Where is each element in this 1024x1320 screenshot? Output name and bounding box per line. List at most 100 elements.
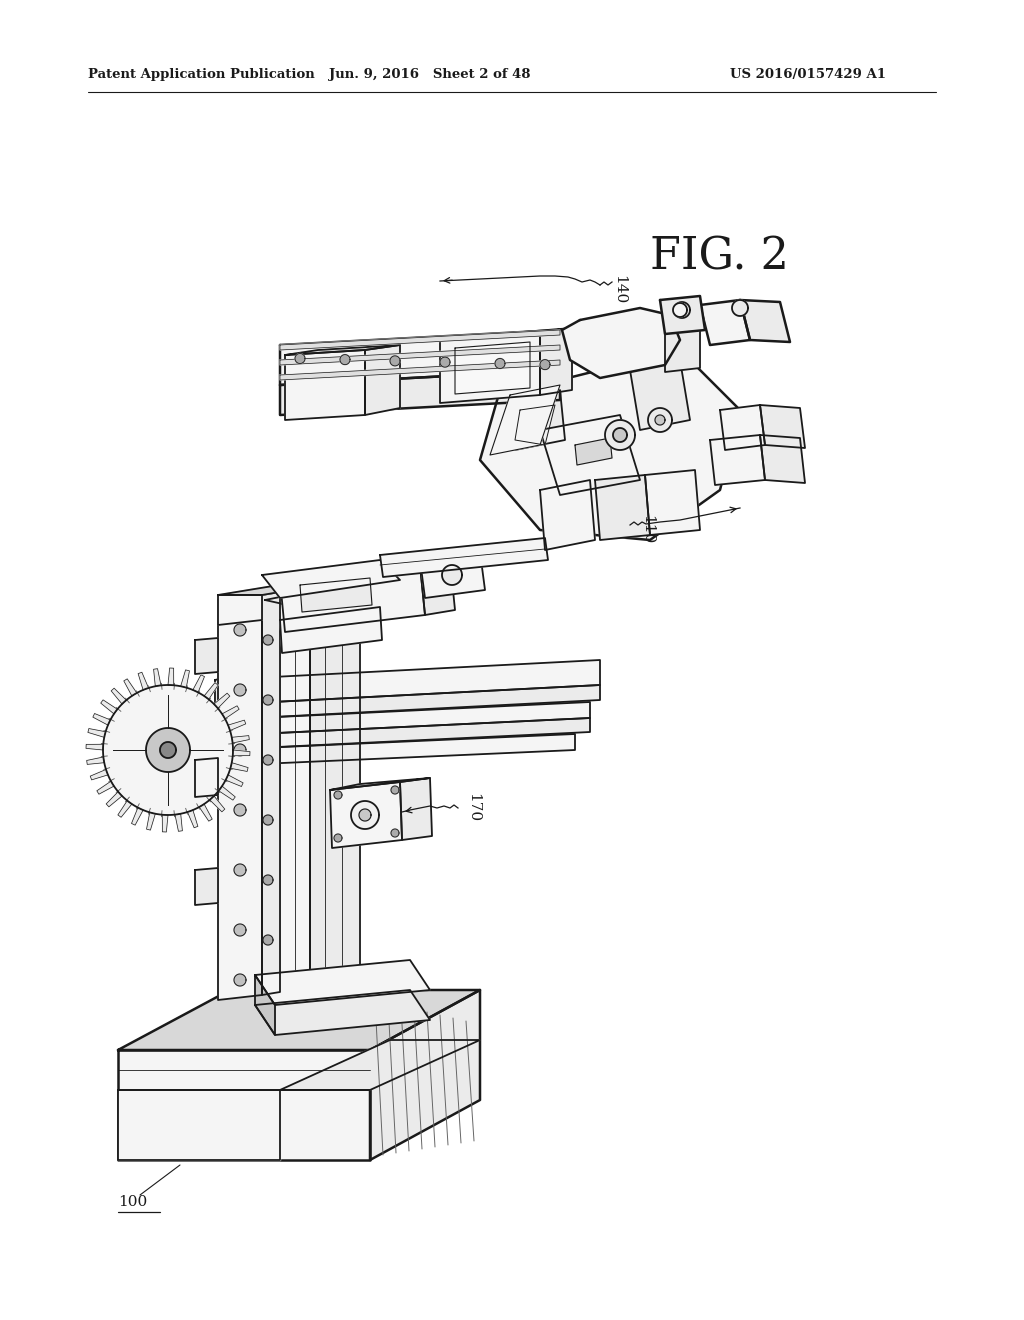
Polygon shape: [265, 590, 360, 610]
Polygon shape: [180, 671, 189, 688]
Polygon shape: [218, 595, 262, 624]
Polygon shape: [515, 405, 555, 445]
Polygon shape: [280, 565, 425, 632]
Polygon shape: [204, 682, 218, 700]
Polygon shape: [455, 342, 530, 393]
Polygon shape: [168, 668, 174, 685]
Polygon shape: [760, 405, 805, 447]
Polygon shape: [118, 1049, 370, 1160]
Polygon shape: [90, 770, 108, 780]
Polygon shape: [510, 389, 565, 450]
Polygon shape: [265, 601, 310, 1001]
Polygon shape: [673, 304, 687, 317]
Polygon shape: [162, 814, 168, 832]
Polygon shape: [93, 714, 111, 725]
Polygon shape: [218, 576, 380, 595]
Polygon shape: [660, 296, 705, 334]
Polygon shape: [490, 385, 560, 455]
Polygon shape: [228, 721, 246, 730]
Polygon shape: [540, 480, 595, 550]
Polygon shape: [138, 672, 148, 690]
Polygon shape: [215, 702, 590, 737]
Polygon shape: [234, 804, 246, 816]
Polygon shape: [400, 777, 432, 840]
Polygon shape: [195, 638, 218, 675]
Polygon shape: [440, 333, 540, 403]
Polygon shape: [106, 792, 122, 807]
Polygon shape: [234, 624, 246, 636]
Polygon shape: [280, 1040, 480, 1090]
Polygon shape: [262, 560, 400, 598]
Polygon shape: [285, 350, 365, 420]
Text: 110: 110: [640, 515, 654, 545]
Polygon shape: [100, 700, 118, 714]
Polygon shape: [225, 775, 243, 787]
Polygon shape: [540, 359, 550, 370]
Polygon shape: [605, 420, 635, 450]
Polygon shape: [262, 591, 280, 995]
Polygon shape: [365, 345, 400, 414]
Polygon shape: [131, 808, 143, 825]
Polygon shape: [420, 552, 485, 598]
Polygon shape: [380, 539, 548, 577]
Polygon shape: [230, 763, 248, 771]
Text: 140: 140: [612, 276, 626, 305]
Polygon shape: [234, 974, 246, 986]
Polygon shape: [595, 475, 650, 540]
Polygon shape: [234, 865, 246, 876]
Polygon shape: [154, 669, 161, 686]
Polygon shape: [280, 330, 560, 350]
Polygon shape: [215, 660, 600, 705]
Polygon shape: [540, 327, 572, 395]
Polygon shape: [562, 308, 680, 378]
Polygon shape: [665, 308, 700, 372]
Polygon shape: [214, 693, 229, 709]
Polygon shape: [195, 758, 218, 797]
Polygon shape: [575, 438, 612, 465]
Text: 170: 170: [466, 793, 480, 822]
Polygon shape: [310, 601, 360, 1001]
Polygon shape: [280, 560, 450, 579]
Polygon shape: [215, 685, 600, 719]
Polygon shape: [340, 355, 350, 364]
Polygon shape: [391, 785, 399, 795]
Polygon shape: [295, 354, 305, 363]
Polygon shape: [234, 744, 246, 756]
Polygon shape: [187, 810, 198, 828]
Polygon shape: [232, 750, 250, 756]
Polygon shape: [234, 684, 246, 696]
Polygon shape: [218, 595, 262, 1001]
Polygon shape: [359, 809, 371, 821]
Polygon shape: [280, 370, 560, 414]
Polygon shape: [263, 814, 273, 825]
Polygon shape: [280, 330, 560, 385]
Polygon shape: [645, 470, 700, 535]
Polygon shape: [280, 360, 560, 380]
Polygon shape: [160, 742, 176, 758]
Text: FIG. 2: FIG. 2: [650, 236, 790, 279]
Polygon shape: [215, 734, 575, 766]
Polygon shape: [193, 675, 205, 693]
Polygon shape: [391, 829, 399, 837]
Polygon shape: [351, 801, 379, 829]
Polygon shape: [655, 414, 665, 425]
Polygon shape: [88, 729, 105, 738]
Polygon shape: [720, 405, 765, 450]
Polygon shape: [300, 578, 372, 612]
Polygon shape: [255, 975, 275, 1035]
Polygon shape: [732, 300, 748, 315]
Polygon shape: [263, 696, 273, 705]
Polygon shape: [440, 358, 450, 367]
Polygon shape: [285, 345, 400, 355]
Polygon shape: [124, 678, 137, 696]
Polygon shape: [330, 781, 402, 847]
Polygon shape: [195, 869, 218, 906]
Polygon shape: [330, 777, 430, 789]
Polygon shape: [146, 812, 156, 830]
Polygon shape: [648, 408, 672, 432]
Polygon shape: [97, 781, 114, 795]
Polygon shape: [370, 990, 480, 1160]
Polygon shape: [334, 834, 342, 842]
Polygon shape: [280, 607, 382, 653]
Polygon shape: [231, 735, 249, 743]
